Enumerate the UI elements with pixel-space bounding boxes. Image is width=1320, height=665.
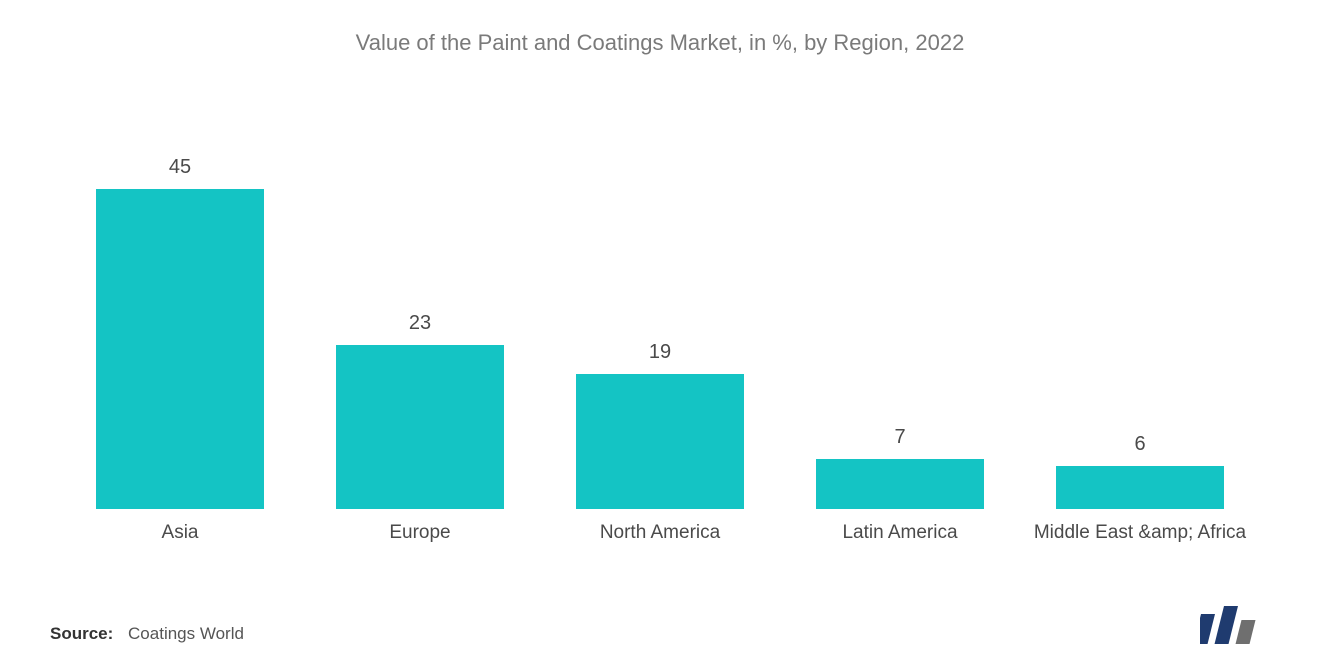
chart-title: Value of the Paint and Coatings Market, … (50, 30, 1270, 56)
bar-value-label: 7 (894, 426, 905, 449)
bar-value-label: 6 (1134, 433, 1145, 456)
source-text: Coatings World (128, 624, 244, 643)
plot-area: 45 23 19 7 6 (50, 66, 1270, 510)
x-axis-label: North America (540, 522, 780, 544)
bar-value-label: 23 (409, 312, 431, 335)
bar (816, 459, 984, 509)
bar (1056, 466, 1224, 509)
x-axis-label: Latin America (780, 522, 1020, 544)
chart-container: Value of the Paint and Coatings Market, … (0, 0, 1320, 665)
bar-column: 23 (300, 156, 540, 509)
bar-column: 6 (1020, 156, 1260, 509)
source-block: Source: Coatings World (50, 624, 244, 644)
brand-logo-icon (1200, 606, 1270, 644)
bar (96, 189, 264, 509)
bar (336, 345, 504, 509)
x-axis-label: Asia (60, 522, 300, 544)
x-axis-label: Middle East &amp; Africa (1020, 522, 1260, 544)
bar-value-label: 45 (169, 156, 191, 179)
bar-column: 45 (60, 156, 300, 509)
bar-column: 19 (540, 156, 780, 509)
source-label: Source: (50, 624, 113, 643)
x-axis-label: Europe (300, 522, 540, 544)
bar-value-label: 19 (649, 341, 671, 364)
bar-column: 7 (780, 156, 1020, 509)
footer-row: Source: Coatings World (50, 544, 1270, 658)
bar (576, 374, 744, 509)
x-axis: AsiaEuropeNorth AmericaLatin AmericaMidd… (50, 510, 1270, 544)
